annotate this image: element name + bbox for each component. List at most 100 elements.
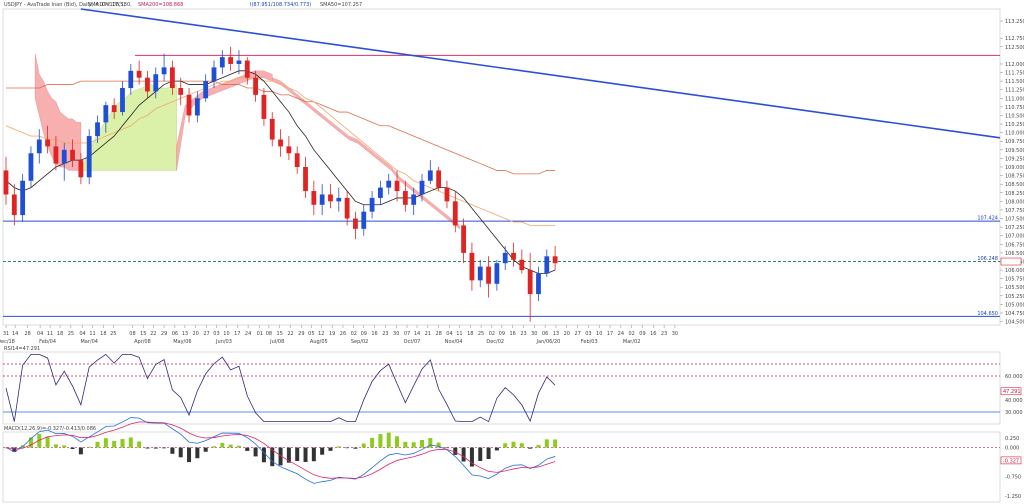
candle xyxy=(427,160,433,185)
candle-body xyxy=(319,194,325,205)
x-tick-label: 30 xyxy=(393,331,399,337)
candle xyxy=(336,187,342,212)
candle xyxy=(86,129,92,185)
candle xyxy=(536,266,541,301)
x-tick-label: 16 xyxy=(371,331,377,337)
month-label: May/06 xyxy=(173,339,191,345)
macd-tick: 0.000 xyxy=(1005,446,1019,452)
macd-histogram-bar xyxy=(461,447,466,462)
x-tick-label: 06 xyxy=(172,331,178,337)
macd-histogram-bar xyxy=(353,447,358,449)
macd-histogram-bar xyxy=(53,444,58,448)
x-tick-label: 30 xyxy=(531,331,537,337)
y-tick-label: 110.500 xyxy=(1005,113,1024,119)
candle-body xyxy=(244,60,250,78)
candle-body xyxy=(170,67,175,88)
x-tick-label: 10 xyxy=(223,331,229,337)
macd-histogram-bar xyxy=(170,447,175,454)
sma200-line xyxy=(6,80,556,175)
x-tick-label: 04 xyxy=(79,331,85,337)
macd-histogram-bar xyxy=(220,442,225,448)
candle xyxy=(294,146,300,174)
macd-histogram-bar xyxy=(336,446,341,448)
x-tick-label: 08 xyxy=(129,331,135,337)
macd-histogram-bar xyxy=(303,447,308,462)
y-tick-label: 104.500 xyxy=(1005,320,1024,326)
macd-histogram-bar xyxy=(320,447,325,455)
candle-body xyxy=(111,105,117,113)
x-tick-label: 19 xyxy=(329,331,335,337)
y-tick-label: 109.750 xyxy=(1005,139,1024,145)
macd-main-line xyxy=(5,417,556,484)
candle xyxy=(369,191,375,219)
x-tick-label: 05 xyxy=(308,331,314,337)
y-tick-label: 110.750 xyxy=(1005,105,1024,111)
x-tick-label: 15 xyxy=(277,331,283,337)
candle xyxy=(319,184,325,216)
x-tick-label: 30 xyxy=(672,331,678,337)
candle-body xyxy=(527,270,533,295)
macd-histogram-bar xyxy=(370,437,375,448)
macd-histogram-bar xyxy=(120,439,125,448)
candle xyxy=(544,249,550,277)
candle xyxy=(219,50,225,75)
candle xyxy=(444,180,450,209)
candle-body xyxy=(486,266,491,284)
candle-body xyxy=(211,67,217,82)
macd-histogram-bar xyxy=(403,441,408,448)
candle xyxy=(311,180,317,216)
candle xyxy=(411,187,417,216)
candle xyxy=(3,156,9,205)
candle xyxy=(11,184,17,226)
y-tick-label: 108.250 xyxy=(1005,191,1024,197)
support-line-upper-label: 107.424 xyxy=(977,216,998,222)
rsi-tick: 30.000 xyxy=(1005,410,1023,416)
macd-panel xyxy=(2,431,1001,503)
candle xyxy=(386,173,392,195)
sma200-label: SMA200=108.868 xyxy=(138,2,183,8)
x-tick-label: 15 xyxy=(140,331,146,337)
candle xyxy=(469,242,475,291)
month-label: Feb/04 xyxy=(39,339,56,345)
x-tick-label: 23 xyxy=(382,331,388,337)
month-label: Mar/02 xyxy=(623,339,640,345)
candle xyxy=(361,204,367,236)
macd-histogram-bar xyxy=(494,447,499,451)
candle xyxy=(552,246,558,271)
x-tick-label: 03 xyxy=(213,331,219,337)
month-label: Nov/04 xyxy=(445,339,463,345)
y-tick-label: 111.000 xyxy=(1005,96,1024,102)
current-price-tag xyxy=(1000,257,1022,266)
macd-histogram-bar xyxy=(519,443,524,448)
candle-body xyxy=(552,256,558,264)
macd-histogram-bar xyxy=(478,447,483,461)
macd-histogram-bar xyxy=(311,447,316,462)
candle xyxy=(145,70,150,99)
candle-body xyxy=(53,146,59,164)
macd-histogram-bar xyxy=(428,438,433,448)
y-tick-label: 106.500 xyxy=(1005,251,1024,257)
macd-histogram-bar xyxy=(436,442,441,448)
candle xyxy=(111,98,117,119)
candle-body xyxy=(253,77,258,95)
rsi-value: 47.291 xyxy=(1003,389,1021,395)
ichimoku-cloud-bearish xyxy=(272,77,460,230)
y-tick-label: 107.000 xyxy=(1005,234,1024,240)
month-label: Dec/18 xyxy=(0,339,15,345)
macd-histogram-bar xyxy=(345,447,350,449)
month-label: Jan/06/20 xyxy=(536,339,561,345)
x-tick-label: 29 xyxy=(161,331,167,337)
y-tick-label: 104.750 xyxy=(1005,311,1024,317)
candle-body xyxy=(511,252,516,260)
macd-histogram-bar xyxy=(137,441,142,448)
macd-histogram-bar xyxy=(145,447,150,449)
macd-histogram-bar xyxy=(236,445,241,448)
sma10-line xyxy=(5,70,556,274)
candle-body xyxy=(294,153,300,167)
candle-body xyxy=(228,57,234,64)
candle xyxy=(494,259,500,291)
candle-body xyxy=(186,94,192,116)
y-tick-label: 109.500 xyxy=(1005,148,1024,154)
